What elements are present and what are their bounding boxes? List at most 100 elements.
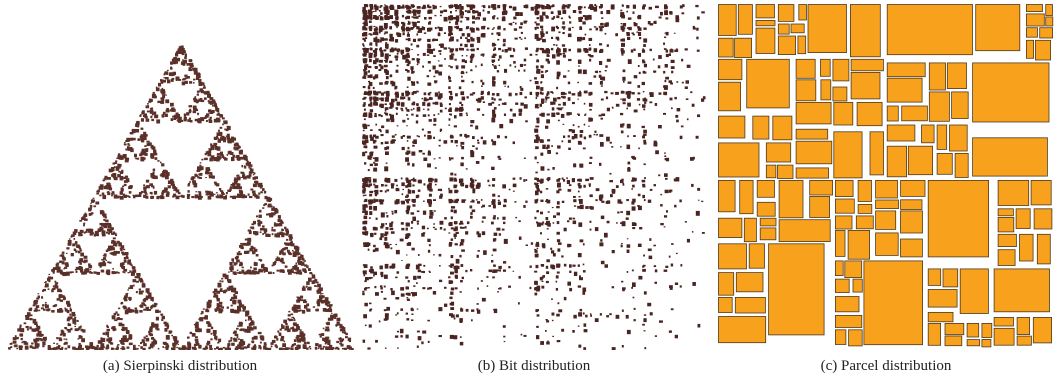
- bit-point: [524, 37, 526, 40]
- sierpinski-point: [207, 195, 212, 200]
- bit-point: [569, 270, 572, 273]
- sierpinski-point: [218, 338, 222, 343]
- sierpinski-point: [147, 294, 152, 299]
- bit-point: [402, 135, 406, 137]
- sierpinski-point: [40, 338, 43, 342]
- sierpinski-point: [26, 312, 31, 317]
- sierpinski-point: [108, 340, 111, 344]
- sierpinski-point: [96, 347, 99, 350]
- bit-point: [461, 156, 464, 160]
- sierpinski-point: [263, 342, 267, 345]
- bit-point: [493, 65, 497, 68]
- bit-point: [426, 103, 430, 107]
- bit-point: [545, 31, 548, 34]
- sierpinski-point: [90, 212, 94, 215]
- sierpinski-point: [216, 346, 219, 348]
- bit-point: [539, 113, 542, 116]
- bit-point: [642, 104, 646, 108]
- bit-point: [579, 308, 583, 312]
- sierpinski-point: [144, 115, 148, 119]
- sierpinski-point: [256, 272, 260, 275]
- bit-point: [362, 6, 366, 11]
- sierpinski-point: [105, 179, 107, 181]
- sierpinski-point: [335, 324, 338, 326]
- sierpinski-point: [144, 148, 149, 153]
- sierpinski-point: [122, 328, 125, 332]
- bit-point: [588, 49, 592, 51]
- bit-point: [367, 124, 370, 127]
- sierpinski-point: [139, 310, 143, 313]
- sierpinski-point: [145, 193, 148, 195]
- bit-point: [641, 125, 645, 129]
- bit-point: [571, 136, 575, 140]
- bit-point: [410, 308, 414, 312]
- sierpinski-point: [210, 155, 215, 160]
- sierpinski-point: [161, 319, 164, 321]
- bit-point: [598, 195, 603, 200]
- bit-point: [460, 280, 463, 283]
- sierpinski-point: [168, 330, 172, 334]
- bit-point: [555, 288, 558, 291]
- bit-point: [422, 114, 427, 117]
- sierpinski-point: [124, 295, 128, 298]
- sierpinski-point: [115, 347, 119, 350]
- bit-point: [556, 201, 560, 205]
- bit-point: [535, 200, 538, 204]
- bit-point: [369, 276, 372, 280]
- bit-point: [370, 277, 373, 279]
- sierpinski-point: [15, 336, 19, 340]
- sierpinski-point: [130, 148, 134, 153]
- bit-point: [475, 17, 477, 20]
- bit-point: [588, 37, 593, 41]
- sierpinski-point: [167, 79, 171, 84]
- sierpinski-point: [340, 338, 345, 341]
- bit-point: [690, 91, 693, 94]
- bit-point: [363, 25, 366, 29]
- bit-point: [434, 70, 439, 74]
- bit-point: [470, 43, 474, 48]
- sierpinski-point: [311, 274, 316, 279]
- bit-point: [588, 102, 593, 107]
- sierpinski-point: [116, 240, 120, 244]
- bit-point: [439, 220, 444, 225]
- sierpinski-point: [226, 125, 229, 128]
- sierpinski-point: [170, 61, 173, 65]
- sierpinski-point: [56, 346, 61, 350]
- bit-point: [566, 6, 570, 9]
- sierpinski-point: [252, 271, 257, 275]
- bit-point: [483, 5, 486, 9]
- sierpinski-point: [327, 328, 330, 332]
- bit-point: [374, 115, 377, 118]
- sierpinski-point: [112, 268, 114, 270]
- bit-point: [423, 32, 427, 34]
- bit-point: [512, 47, 515, 50]
- sierpinski-point: [317, 303, 320, 307]
- bit-point: [456, 190, 459, 193]
- sierpinski-point: [213, 293, 217, 296]
- sierpinski-point: [294, 329, 297, 332]
- bit-point: [369, 134, 373, 138]
- sierpinski-point: [209, 157, 213, 162]
- sierpinski-point: [120, 302, 122, 305]
- bit-point: [362, 152, 366, 157]
- bit-point: [612, 107, 614, 109]
- bit-point: [557, 182, 561, 188]
- sierpinski-point: [206, 169, 211, 172]
- sierpinski-point: [230, 285, 234, 288]
- sierpinski-point: [319, 287, 323, 292]
- sierpinski-point: [250, 318, 253, 321]
- sierpinski-point: [162, 94, 166, 99]
- sierpinski-point: [221, 117, 225, 120]
- sierpinski-point: [245, 159, 248, 162]
- sierpinski-point: [129, 270, 132, 273]
- bit-point: [491, 117, 496, 123]
- sierpinski-point: [47, 276, 51, 279]
- bit-point: [697, 323, 701, 328]
- sierpinski-point: [126, 338, 129, 341]
- sierpinski-point: [237, 299, 240, 302]
- sierpinski-point: [129, 285, 134, 289]
- sierpinski-point: [244, 195, 248, 198]
- sierpinski-point: [152, 96, 155, 99]
- sierpinski-point: [131, 131, 136, 134]
- sierpinski-point: [279, 347, 283, 350]
